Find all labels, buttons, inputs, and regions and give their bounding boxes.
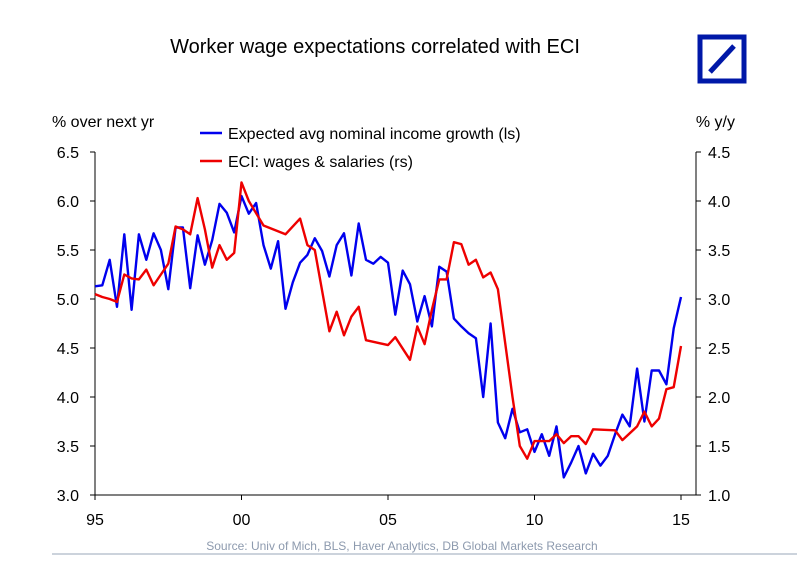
legend: Expected avg nominal income growth (ls) … — [200, 126, 521, 171]
x-tick-label: 00 — [233, 512, 251, 529]
right-axis-label: % y/y — [696, 114, 735, 131]
right-tick-label: 2.0 — [708, 390, 730, 407]
left-axis-label: % over next yr — [52, 114, 155, 131]
legend-label-expected-income: Expected avg nominal income growth (ls) — [228, 126, 521, 143]
x-tick-label: 15 — [672, 512, 690, 529]
deutsche-bank-logo — [697, 34, 747, 84]
right-tick-label: 1.5 — [708, 439, 730, 456]
x-tick-label: 10 — [526, 512, 544, 529]
left-tick-label: 4.5 — [57, 341, 79, 358]
left-tick-label: 3.5 — [57, 439, 79, 456]
chart-title: Worker wage expectations correlated with… — [170, 36, 580, 58]
right-tick-label: 3.5 — [708, 243, 730, 260]
right-tick-label: 2.5 — [708, 341, 730, 358]
eci-line — [94, 181, 683, 460]
right-tick-label: 4.0 — [708, 194, 730, 211]
legend-label-eci: ECI: wages & salaries (rs) — [228, 154, 413, 171]
left-tick-label: 3.0 — [57, 488, 79, 505]
expected-income-line — [94, 194, 683, 479]
left-tick-label: 4.0 — [57, 390, 79, 407]
right-tick-label: 1.0 — [708, 488, 730, 505]
x-tick-label: 05 — [379, 512, 397, 529]
right-tick-label: 4.5 — [708, 145, 730, 162]
left-tick-label: 5.5 — [57, 243, 79, 260]
source-note: Source: Univ of Mich, BLS, Haver Analyti… — [206, 539, 597, 553]
left-tick-label: 6.0 — [57, 194, 79, 211]
x-tick-label: 95 — [86, 512, 104, 529]
right-tick-label: 3.0 — [708, 292, 730, 309]
left-tick-label: 5.0 — [57, 292, 79, 309]
left-tick-label: 6.5 — [57, 145, 79, 162]
